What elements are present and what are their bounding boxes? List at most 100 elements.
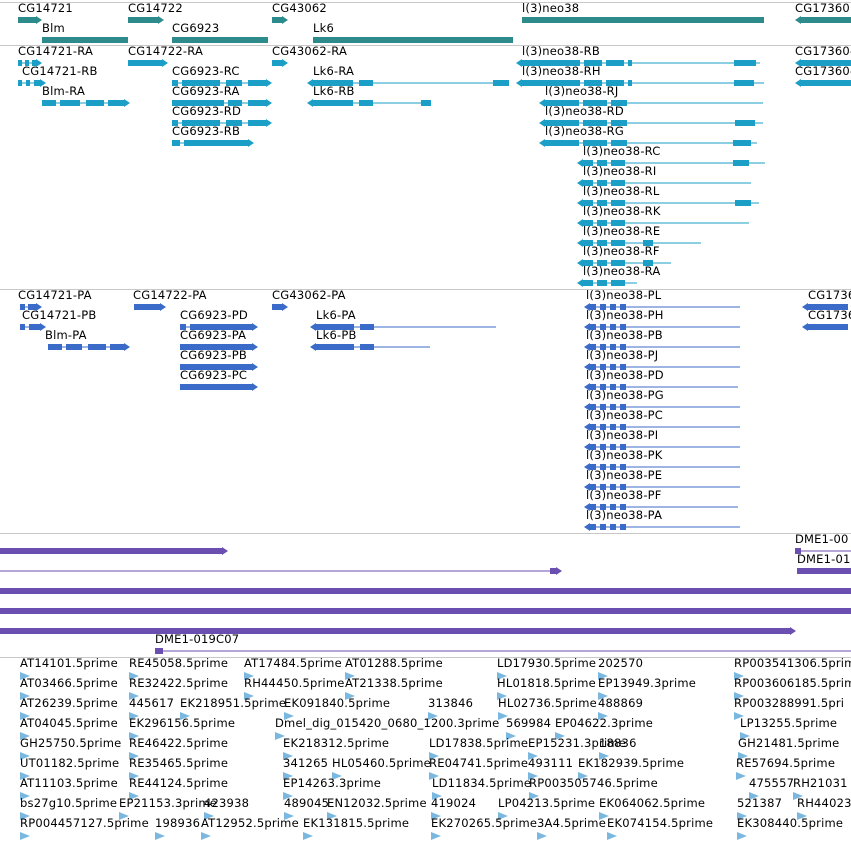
feature-label: LD17838.5prime — [429, 736, 529, 750]
feature-label: l(3)neo38-PC — [586, 408, 664, 422]
est-glyph — [284, 812, 294, 820]
feature-label: 198936 — [155, 816, 201, 830]
feature-glyph — [20, 323, 46, 331]
feature-glyph — [539, 99, 763, 107]
est-glyph — [734, 712, 744, 720]
feature-label: RE35465.5prime — [129, 756, 229, 770]
feature-label: EP13949.3prime — [598, 676, 697, 690]
est-glyph — [797, 812, 807, 820]
feature-glyph — [795, 548, 851, 554]
feature-label: DME1-00 — [795, 532, 849, 546]
feature-label: RE04741.5prime — [429, 756, 529, 770]
feature-glyph — [795, 79, 851, 87]
feature-glyph — [20, 303, 42, 311]
est-glyph — [555, 732, 565, 740]
track-divider — [0, 289, 851, 290]
feature-label: RH44023 — [797, 796, 851, 810]
est-glyph — [429, 752, 439, 760]
est-glyph — [497, 692, 507, 700]
est-glyph — [431, 812, 441, 820]
feature-glyph — [272, 16, 288, 24]
feature-glyph — [584, 343, 740, 351]
est-glyph — [749, 792, 759, 800]
feature-label: CG43062 — [272, 1, 327, 15]
est-glyph — [345, 672, 355, 680]
est-glyph — [793, 792, 803, 800]
est-glyph — [283, 792, 293, 800]
feature-label: CG17360 — [795, 1, 850, 15]
feature-label: l(3)neo38-PA — [586, 508, 663, 522]
feature-glyph — [310, 343, 430, 351]
est-glyph — [497, 672, 507, 680]
est-glyph — [20, 712, 30, 720]
feature-label: l(3)neo38-PE — [586, 468, 663, 482]
est-glyph — [432, 792, 442, 800]
track-divider — [0, 45, 851, 46]
feature-label: AT11103.5prime — [20, 776, 118, 790]
est-glyph — [244, 672, 254, 680]
feature-glyph — [42, 37, 128, 43]
feature-glyph — [795, 59, 851, 67]
est-glyph — [598, 692, 608, 700]
feature-label: l(3)neo38-PB — [586, 328, 663, 342]
feature-label: Lk6-PB — [316, 328, 357, 342]
feature-label: l(3)neo38-PF — [586, 488, 662, 502]
feature-label: RP003606185.5prime — [734, 676, 851, 690]
feature-label: AT21338.5prime — [345, 676, 443, 690]
feature-glyph — [0, 627, 796, 635]
feature-label: l(3)neo38-RK — [583, 204, 661, 218]
feature-label: EK091840.5prime — [284, 696, 391, 710]
feature-label: CG14721 — [18, 1, 73, 15]
est-glyph — [129, 692, 139, 700]
feature-label: 419024 — [431, 796, 477, 810]
feature-label: CG6923-PA — [180, 328, 247, 342]
feature-label: RH44450.5prime — [244, 676, 345, 690]
est-glyph — [303, 832, 313, 840]
feature-glyph — [584, 463, 740, 471]
feature-label: RE45058.5prime — [129, 656, 229, 670]
feature-label: CG6923-RA — [172, 84, 240, 98]
feature-label: l(3)neo38-RD — [545, 104, 624, 118]
est-glyph — [129, 672, 139, 680]
feature-label: l(3)neo38-PK — [586, 448, 663, 462]
est-glyph — [599, 752, 609, 760]
feature-label: Lk6 — [313, 21, 334, 35]
feature-glyph — [539, 119, 763, 127]
feature-label: 423938 — [204, 796, 250, 810]
feature-label: 313846 — [428, 696, 474, 710]
feature-label: CG43062-PA — [272, 288, 346, 302]
feature-label: CG14721-RA — [18, 44, 94, 58]
feature-label: EP14263.3prime — [283, 776, 382, 790]
est-glyph — [119, 812, 129, 820]
feature-label: EK064062.5prime — [599, 796, 706, 810]
feature-label: GH21481.5prime — [738, 736, 840, 750]
est-glyph — [734, 692, 744, 700]
feature-label: CG6923-PD — [180, 308, 248, 322]
feature-label: l(3)neo38-RF — [583, 244, 660, 258]
feature-glyph — [134, 303, 166, 311]
feature-label: LP13255.5prime — [740, 716, 838, 730]
est-glyph — [20, 792, 30, 800]
est-glyph — [283, 772, 293, 780]
feature-label: EK182939.5prime — [578, 756, 685, 770]
feature-label: EK270265.5prime — [431, 816, 538, 830]
feature-label: CG43062-RA — [272, 44, 348, 58]
feature-glyph — [180, 343, 258, 351]
feature-label: LP04213.5prime — [498, 796, 596, 810]
est-glyph — [598, 712, 608, 720]
feature-glyph — [584, 503, 738, 511]
track-divider — [0, 2, 851, 3]
est-glyph — [129, 792, 139, 800]
feature-glyph — [307, 79, 509, 87]
feature-label: CG6923 — [172, 21, 220, 35]
feature-glyph — [272, 59, 288, 67]
feature-label: CG6923-RB — [172, 124, 241, 138]
feature-label: EP21153.3prime — [119, 796, 218, 810]
feature-glyph — [584, 403, 740, 411]
feature-glyph — [0, 608, 851, 614]
est-glyph — [537, 832, 547, 840]
feature-glyph — [539, 139, 757, 147]
est-glyph — [598, 672, 608, 680]
track-divider — [0, 533, 851, 534]
feature-glyph — [516, 59, 760, 67]
